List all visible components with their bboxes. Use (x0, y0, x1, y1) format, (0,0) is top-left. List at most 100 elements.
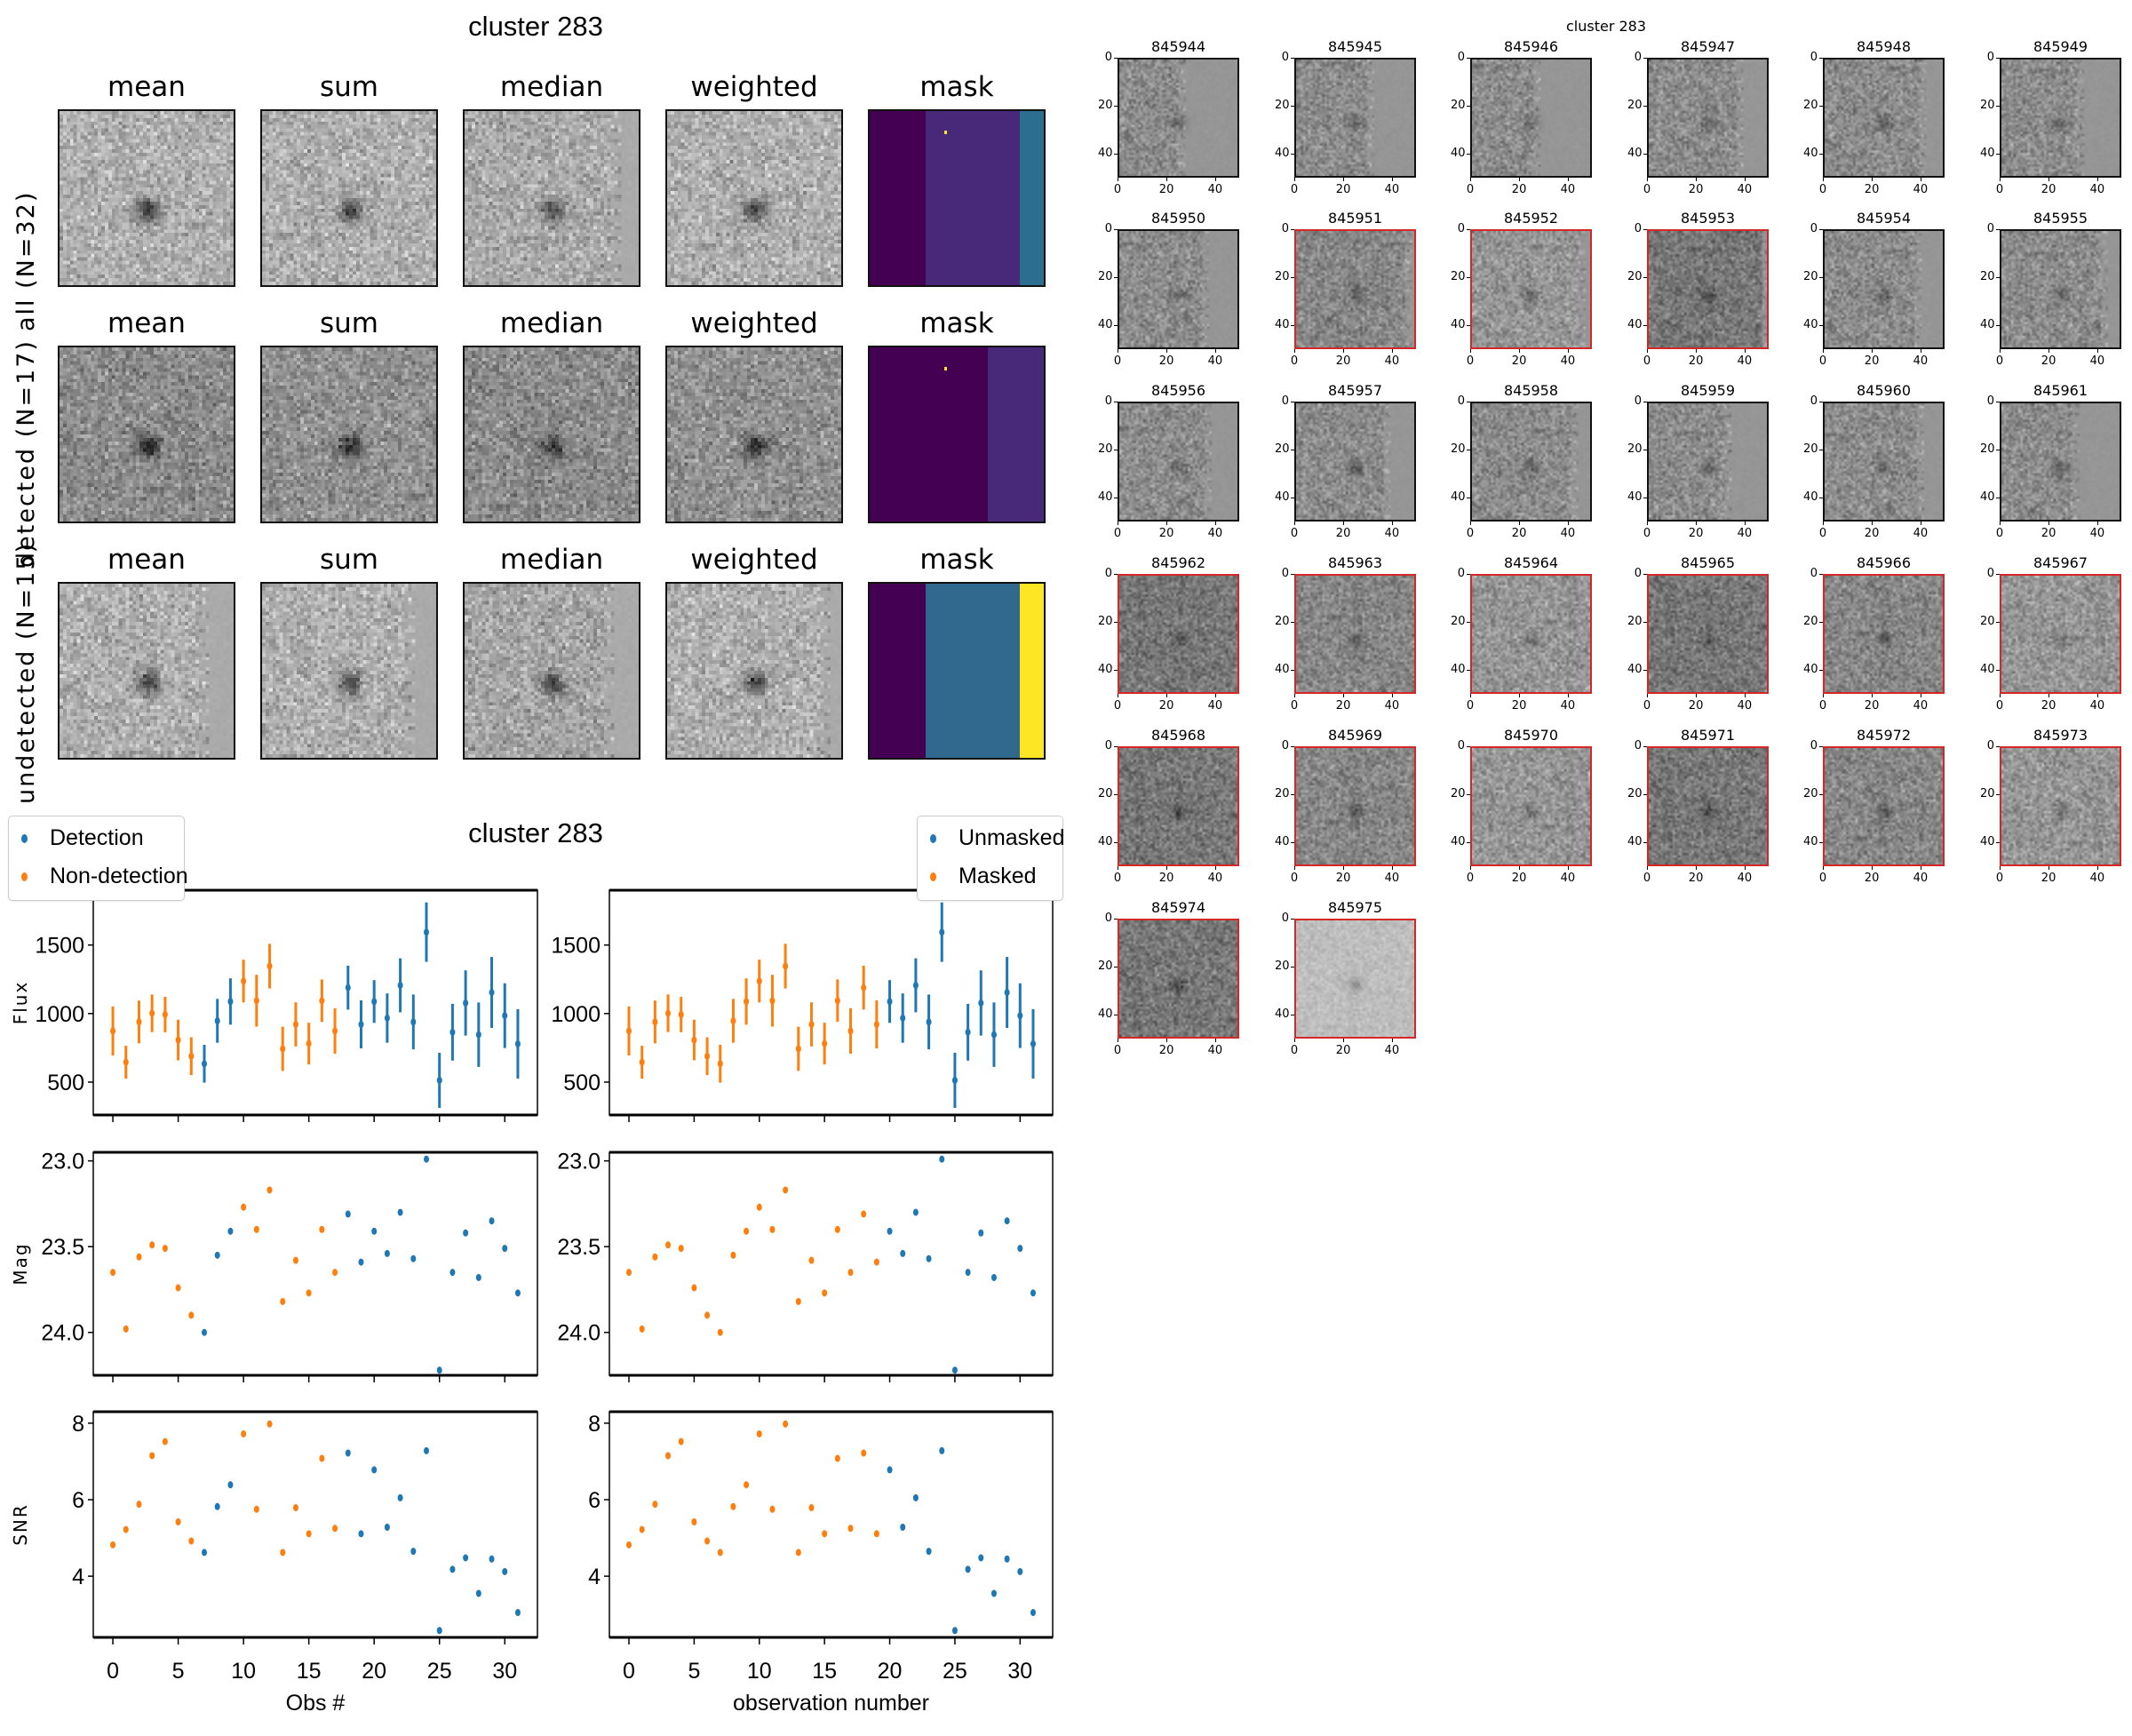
thumbnail-y-tick-label: 40 (1627, 490, 1643, 504)
data-point (652, 1501, 658, 1509)
data-point (939, 928, 945, 936)
data-point (110, 1027, 116, 1035)
data-point (912, 1493, 919, 1501)
data-point (162, 1010, 168, 1018)
mask-region (870, 111, 926, 285)
thumbnail-y-tick-label: 0 (1986, 739, 1994, 753)
thumbnail-x-tick-label: 0 (1290, 699, 1299, 713)
column-title-sum: sum (320, 307, 378, 339)
thumbnail-x-tick-label: 40 (1207, 354, 1223, 368)
thumbnail-x-tick (1518, 349, 1520, 353)
data-point (371, 1227, 378, 1235)
thumbnail-x-tick-label: 0 (1818, 872, 1827, 885)
thumbnail-y-tick (1291, 746, 1294, 747)
thumbnail-y-tick (1643, 746, 1647, 747)
thumbnail-y-tick-label: 40 (1275, 318, 1290, 331)
data-point (397, 982, 403, 990)
thumbnail-x-tick (1567, 349, 1569, 353)
data-point (371, 1466, 378, 1474)
thumbnail-x-tick-label: 20 (1688, 872, 1704, 885)
thumbnail-y-tick-label: 0 (1281, 394, 1289, 408)
data-point (502, 1245, 508, 1253)
thumbnail-y-tick-label: 20 (1275, 99, 1290, 112)
thumbnail-x-tick-label: 20 (1158, 1044, 1174, 1057)
column-title-sum: sum (320, 544, 378, 576)
thumbnail-y-tick-label: 40 (1098, 490, 1113, 504)
thumbnail-x-tick (1391, 349, 1393, 353)
thumbnail-y-tick (1114, 229, 1118, 230)
thumbnail-x-tick (1518, 694, 1520, 697)
thumbnail-y-tick (1467, 670, 1470, 671)
thumbnail-title: 845948 (1856, 38, 1912, 55)
data-point (292, 1504, 298, 1512)
data-point (306, 1039, 312, 1047)
thumbnail-x-tick (1214, 178, 1216, 181)
data-point (926, 1548, 932, 1556)
thumbnail-x-tick-label: 20 (1158, 183, 1174, 196)
thumbnail-x-tick-label: 40 (2089, 183, 2105, 196)
thumbnail-image (1647, 746, 1769, 866)
thumbnail-y-tick-label: 40 (1451, 147, 1466, 160)
legend-label: Non-detection (50, 864, 188, 888)
thumbnail-x-tick-label: 0 (1113, 699, 1122, 713)
data-point (514, 1609, 521, 1617)
stack-image-pixels (262, 347, 436, 522)
thumbnail-x-tick-label: 40 (1737, 527, 1753, 540)
data-point (292, 1256, 298, 1264)
thumbnail-y-tick-label: 0 (1810, 739, 1818, 753)
stack-image-pixels (667, 584, 841, 758)
thumbnail-x-tick (1647, 178, 1648, 181)
data-point (436, 1076, 442, 1084)
data-point (744, 1481, 750, 1489)
thumbnail-y-tick (1114, 58, 1118, 59)
data-point (384, 1524, 390, 1532)
data-point (704, 1311, 711, 1319)
thumbnail-x-tick (2096, 522, 2098, 525)
thumbnail-x-tick (1695, 178, 1697, 181)
data-point (873, 1021, 879, 1029)
thumbnail-title: 845966 (1856, 554, 1912, 571)
data-point (652, 1018, 658, 1026)
thumbnail-x-tick (1518, 522, 1520, 525)
thumbnail-y-tick-label: 20 (1627, 442, 1643, 456)
thumbnail-y-tick-label: 20 (1980, 442, 1995, 456)
thumbnail-x-tick (1214, 349, 1216, 353)
stack-image-pixels (262, 584, 436, 758)
thumbnail-x-tick (2048, 522, 2049, 525)
thumbnail-x-tick-label: 40 (2089, 354, 2105, 368)
thumbnail-image (1118, 746, 1239, 866)
thumbnail-x-tick (1342, 694, 1344, 697)
stack-image-mean (58, 346, 235, 523)
data-point (769, 997, 776, 1005)
thumbnail-pixels (1472, 748, 1590, 864)
thumbnail-y-tick-label: 20 (1275, 960, 1290, 973)
thumbnail-x-tick-label: 0 (1113, 872, 1122, 885)
thumbnail-x-tick (1294, 1039, 1295, 1042)
thumbnail-y-tick-label: 20 (1803, 99, 1818, 112)
data-point (887, 998, 893, 1006)
x-tick-label: 0 (623, 1659, 635, 1684)
data-point (424, 1446, 429, 1454)
thumbnail-image (1294, 229, 1416, 349)
thumbnail-x-tick-label: 20 (1335, 872, 1351, 885)
thumbnail-image (1294, 402, 1416, 522)
thumbnail-x-tick (1744, 866, 1746, 870)
thumbnail-x-tick-label: 40 (1207, 527, 1223, 540)
thumbnail-x-tick (2048, 694, 2049, 697)
thumbnail-x-tick (1165, 349, 1167, 353)
thumbnail-x-tick (1823, 349, 1824, 353)
data-point (502, 1012, 508, 1020)
thumbnail-title: 845955 (2033, 210, 2088, 227)
thumbnail-y-tick-label: 20 (1980, 787, 1995, 800)
thumbnail-pixels (1825, 403, 1943, 520)
mask-region (1019, 111, 1044, 285)
thumbnail-y-tick-label: 40 (1980, 663, 1995, 676)
data-point (345, 1449, 351, 1457)
thumbnail-y-tick-label: 20 (1098, 787, 1113, 800)
data-point (626, 1269, 632, 1277)
thumbnail-x-tick-label: 40 (1560, 354, 1576, 368)
data-point (410, 1018, 417, 1026)
thumbnail-x-tick (1165, 694, 1167, 697)
thumbnail-x-tick (1470, 178, 1471, 181)
thumbnail-pixels (1119, 920, 1237, 1037)
